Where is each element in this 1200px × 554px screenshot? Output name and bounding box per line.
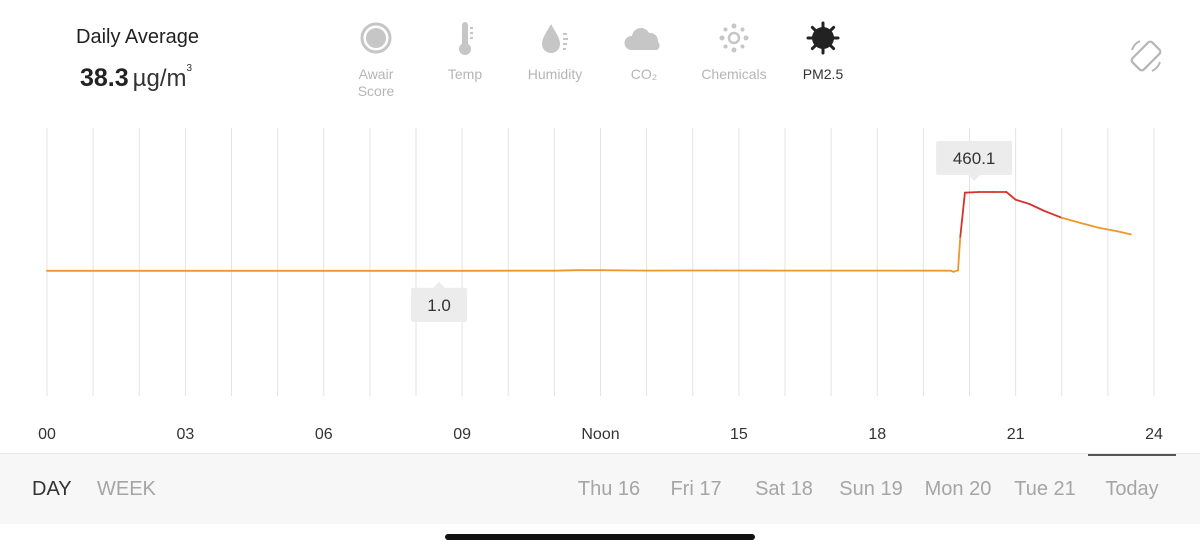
day-tab[interactable]: Mon 20 [924, 478, 992, 500]
metric-pm25[interactable]: PM2.5 [773, 18, 873, 83]
metric-temp[interactable]: Temp [415, 18, 515, 83]
tooltip-value: 460.1 [953, 149, 996, 168]
day-tab[interactable]: Today [1105, 478, 1159, 500]
x-tick-label: 18 [868, 426, 887, 443]
x-tick-label: 24 [1145, 426, 1163, 443]
series-line-segment [964, 191, 980, 194]
series-line-segment [1097, 226, 1118, 233]
x-tick-label: 03 [176, 426, 195, 443]
series-line-segment [1060, 216, 1082, 224]
metric-co2[interactable]: CO₂ [594, 18, 694, 83]
pm25-line-chart[interactable]: 1.0 460.1 [0, 120, 1200, 420]
series-line-segment [1014, 198, 1031, 205]
value-tooltip: 460.1 [936, 140, 1013, 181]
awair-score-icon [360, 22, 392, 54]
chart-series [46, 191, 1132, 273]
x-tick-label: 15 [729, 426, 748, 443]
x-tick-label: 06 [314, 426, 333, 443]
virus-icon [806, 21, 840, 55]
metric-label: Awair [358, 66, 394, 82]
selected-day-indicator [1088, 454, 1176, 456]
day-tab[interactable]: Thu 16 [577, 478, 641, 500]
series-line-segment [1079, 222, 1100, 229]
daily-average-label: Daily Average [76, 26, 200, 48]
range-selector-bar: DAY WEEK Thu 16 Fri 17 Sat 18 Sun 19 Mon 20 T… [0, 453, 1200, 524]
x-tick-label: 09 [453, 426, 472, 443]
metric-label: CO₂ [630, 66, 658, 82]
metric-label: Temp [447, 66, 483, 82]
range-day-button[interactable]: DAY [32, 478, 72, 500]
rotate-screen-icon[interactable] [1126, 36, 1166, 76]
tooltip-pointer [968, 174, 981, 181]
series-line-segment [959, 191, 966, 238]
cloud-icon [624, 28, 660, 50]
day-tab[interactable]: Sat 18 [755, 478, 813, 500]
tooltip-box [411, 287, 468, 322]
day-tab[interactable]: Fri 17 [670, 478, 722, 500]
tooltip-pointer [433, 281, 446, 288]
metric-label-line2: Score [357, 83, 395, 99]
chemicals-icon [719, 23, 749, 53]
chart-annotations: 1.0 460.1 [411, 140, 1013, 322]
tooltip-value: 1.0 [427, 296, 451, 315]
thermometer-icon [459, 22, 473, 55]
chart-grid [46, 128, 1155, 396]
metric-label: PM2.5 [802, 66, 844, 82]
tooltip-box [936, 140, 1013, 175]
daily-average-unit: µg/m3 [132, 63, 193, 92]
series-line-segment [1005, 191, 1017, 201]
x-tick-label: 00 [38, 426, 56, 443]
metric-chemicals[interactable]: Chemicals [684, 18, 784, 83]
value-tooltip: 1.0 [411, 281, 468, 322]
series-line-segment [1042, 209, 1063, 219]
metric-awair-score[interactable]: Awair Score [326, 18, 426, 100]
metric-label: Humidity [527, 66, 583, 82]
day-tab[interactable]: Sun 19 [839, 478, 903, 500]
metric-humidity[interactable]: Humidity [505, 18, 605, 83]
range-week-button[interactable]: WEEK [97, 478, 156, 500]
series-line-segment [553, 269, 579, 272]
series-line-segment [1116, 230, 1132, 236]
x-tick-label: 21 [1006, 426, 1025, 443]
home-indicator[interactable] [445, 534, 755, 540]
day-tab[interactable]: Tue 21 [1014, 478, 1076, 500]
series-line-segment [1028, 203, 1045, 212]
series-line-segment [957, 235, 962, 272]
metric-label: Chemicals [701, 66, 767, 82]
daily-average-value: 38.3 µg/m3 [80, 63, 193, 93]
daily-average-number: 38.3 [80, 64, 129, 92]
x-tick-label: Noon [581, 426, 620, 443]
humidity-drop-icon [542, 24, 568, 53]
